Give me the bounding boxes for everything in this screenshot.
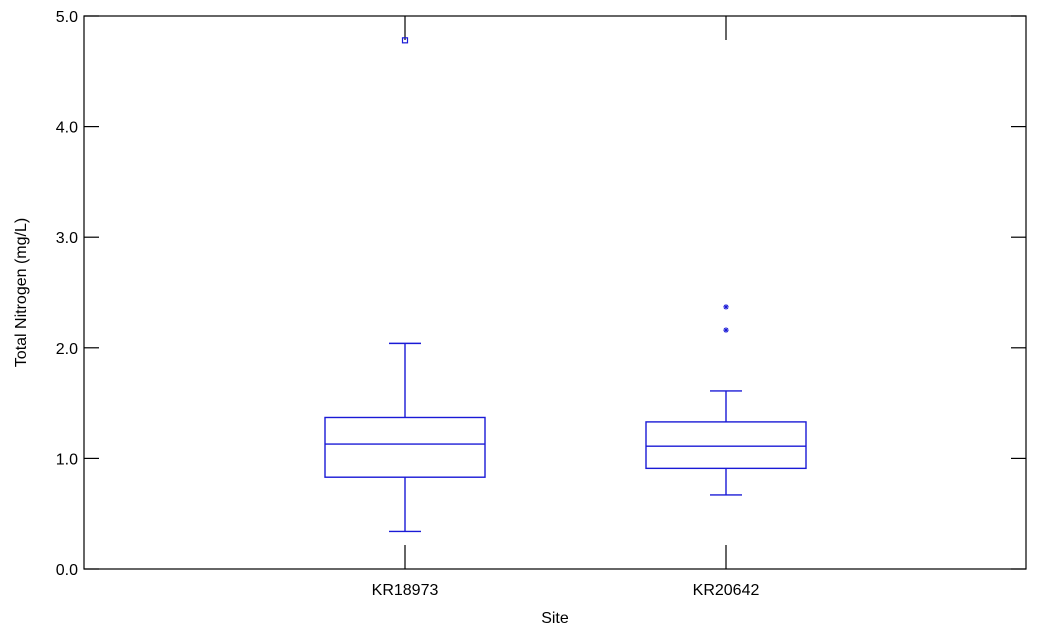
outlier-point bbox=[723, 327, 729, 333]
y-tick-label: 5.0 bbox=[56, 9, 78, 26]
outlier-point bbox=[401, 37, 409, 44]
outlier-stroke bbox=[723, 327, 729, 333]
outlier-point bbox=[723, 304, 729, 310]
y-tick-label: 1.0 bbox=[56, 451, 78, 468]
y-axis: 0.0 1.0 2.0 3.0 4.0 5.0 bbox=[56, 9, 1026, 579]
x-tick-label: KR20642 bbox=[693, 582, 760, 599]
iqr-box bbox=[324, 416, 486, 478]
y-tick-label: 0.0 bbox=[56, 562, 78, 579]
box-KR18973 bbox=[324, 37, 486, 533]
iqr-box bbox=[645, 421, 807, 470]
y-axis-label: Total Nitrogen (mg/L) bbox=[13, 218, 30, 367]
y-tick-label: 4.0 bbox=[56, 120, 78, 137]
x-axis: KR18973 KR20642 bbox=[372, 16, 760, 599]
plot-frame bbox=[83, 15, 1027, 570]
x-axis-label: Site bbox=[541, 610, 569, 627]
outlier-stroke bbox=[723, 304, 729, 310]
box-series bbox=[324, 37, 807, 533]
y-tick-label: 2.0 bbox=[56, 341, 78, 358]
x-tick-label: KR18973 bbox=[372, 582, 439, 599]
box-KR20642 bbox=[645, 304, 807, 496]
y-tick-label: 3.0 bbox=[56, 230, 78, 247]
